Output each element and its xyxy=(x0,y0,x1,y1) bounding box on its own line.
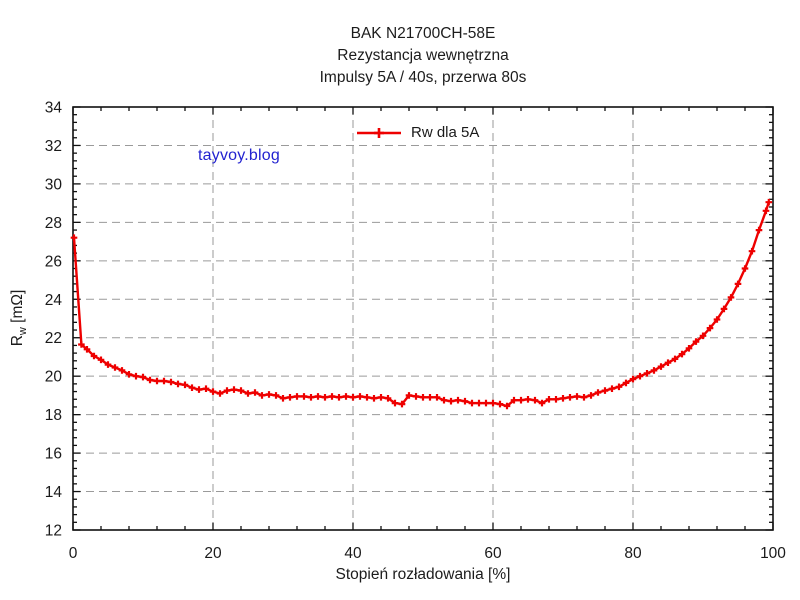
y-tick-label: 24 xyxy=(45,292,63,309)
y-tick-label: 18 xyxy=(45,407,62,424)
y-axis-label: Rw [mΩ] xyxy=(9,258,29,378)
y-tick-label: 12 xyxy=(45,523,62,540)
chart-title-line2: Rezystancja wewnętrzna xyxy=(337,47,509,64)
chart-title-line1: BAK N21700CH-58E xyxy=(350,25,496,42)
x-tick-label: 40 xyxy=(344,545,362,562)
tick-labels: 0 20 40 60 80 100 12 14 16 18 20 22 24 26 28 30 32 34 xyxy=(45,100,787,563)
y-tick-label: 14 xyxy=(45,484,63,501)
y-tick-label: 34 xyxy=(45,100,63,117)
y-tick-label: 26 xyxy=(45,253,62,270)
x-axis-label: Stopień rozładowania [%] xyxy=(335,566,511,583)
series-line xyxy=(72,201,770,408)
chart-title-line3: Impulsy 5A / 40s, przerwa 80s xyxy=(319,69,527,86)
y-axis-label-base: R xyxy=(9,335,26,347)
x-tick-label: 80 xyxy=(624,545,642,562)
legend-plus-marker-icon xyxy=(374,127,384,138)
y-tick-label: 20 xyxy=(45,369,63,386)
grid-lines xyxy=(73,107,773,530)
x-tick-label: 100 xyxy=(760,545,786,562)
legend: Rw dla 5A xyxy=(356,124,479,141)
y-tick-label: 30 xyxy=(45,176,63,193)
y-axis-label-sub: w xyxy=(17,327,30,336)
x-tick-label: 20 xyxy=(204,545,222,562)
chart-title: BAK N21700CH-58E Rezystancja wewnętrzna … xyxy=(23,23,800,89)
y-axis-label-unit: [mΩ] xyxy=(9,289,26,328)
watermark: tayvoy.blog xyxy=(198,147,280,164)
y-tick-label: 22 xyxy=(45,330,62,347)
axis-box-and-ticks xyxy=(72,106,774,531)
x-tick-label: 0 xyxy=(69,545,78,562)
y-tick-label: 28 xyxy=(45,215,62,232)
legend-label: Rw dla 5A xyxy=(411,124,480,141)
legend-line-sample-icon xyxy=(357,127,401,138)
x-tick-label: 60 xyxy=(484,545,502,562)
series-rw-dla-5a xyxy=(70,198,773,410)
series-markers xyxy=(70,198,773,410)
y-tick-label: 32 xyxy=(45,138,62,155)
y-tick-label: 16 xyxy=(45,446,62,463)
